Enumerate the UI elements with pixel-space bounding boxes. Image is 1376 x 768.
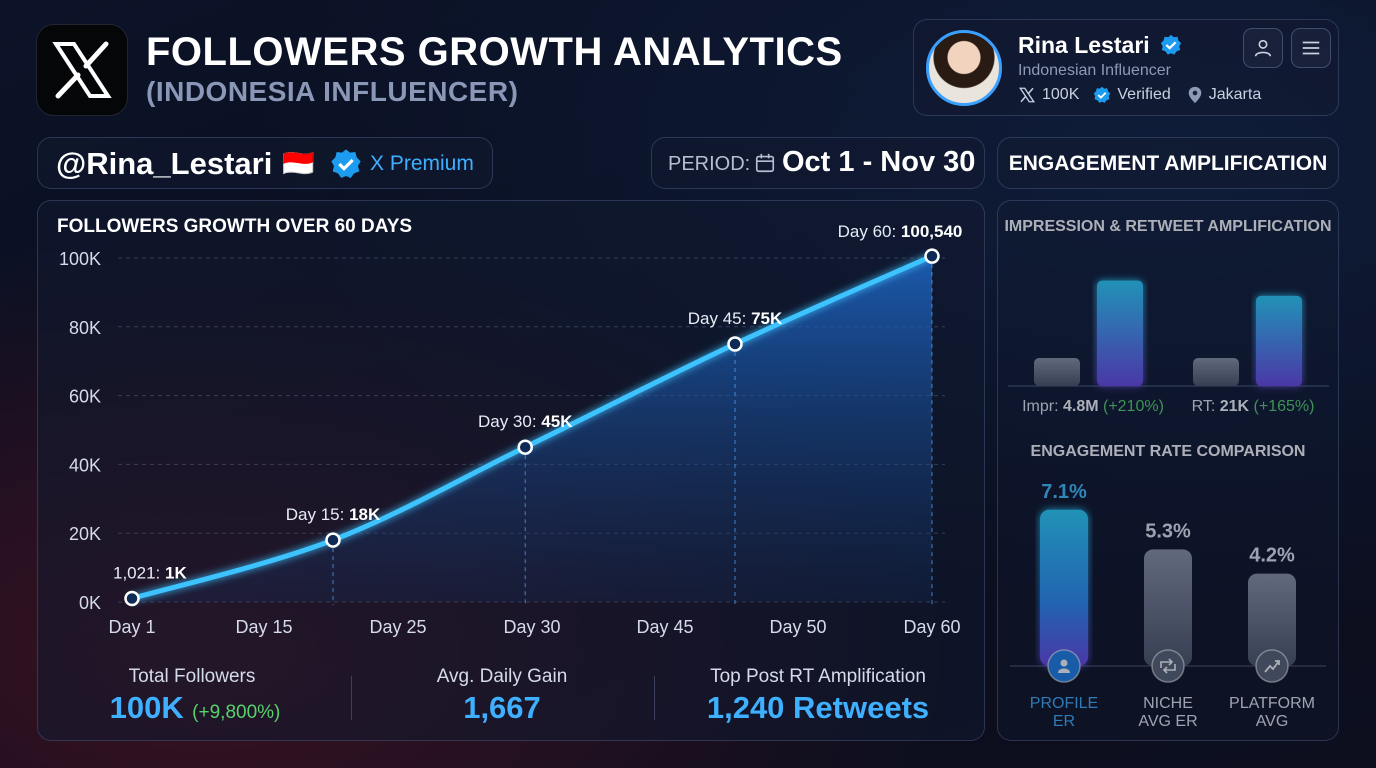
period-value: Oct 1 - Nov 30 <box>782 146 976 178</box>
data-point[interactable] <box>924 248 940 264</box>
profile-meta: 100K Verified Jakarta <box>1018 86 1261 104</box>
verified-small-icon <box>1094 86 1111 103</box>
profile-card: Rina Lestari Indonesian Influencer 100K … <box>913 19 1339 116</box>
x-tick-label: Day 50 <box>769 617 826 637</box>
user-icon-head <box>1060 659 1068 667</box>
data-point[interactable] <box>325 532 341 548</box>
er-chart-title: ENGAGEMENT RATE COMPARISON <box>1031 443 1306 460</box>
total-followers-value: 100K <box>109 690 184 725</box>
avatar[interactable] <box>926 30 1002 106</box>
profile-location: Jakarta <box>1208 86 1262 103</box>
x-small-icon <box>1018 87 1036 103</box>
followers-chart-title: FOLLOWERS GROWTH OVER 60 DAYS <box>57 216 412 237</box>
er-value-label: 5.3% <box>1145 520 1191 542</box>
er-category-label: NICHE <box>1143 695 1193 712</box>
x-tick-label: Day 15 <box>235 617 292 637</box>
top-post-value: 1,240 Retweets <box>706 690 930 725</box>
engagement-header: ENGAGEMENT AMPLIFICATION <box>997 137 1339 189</box>
page-title: FOLLOWERS GROWTH ANALYTICS <box>146 30 843 74</box>
er-value-label: 4.2% <box>1249 545 1295 567</box>
top-post-label: Top Post RT Amplification <box>710 666 926 687</box>
stat-divider <box>351 676 352 720</box>
retweet-icon-glyph <box>1160 658 1176 674</box>
y-tick-label: 0K <box>79 593 101 613</box>
er-bar <box>1248 573 1296 666</box>
amp-bar-label: Impr: 4.8M (+210%) <box>1022 398 1164 415</box>
engagement-panel <box>997 200 1339 741</box>
er-category-label: ER <box>1053 713 1075 730</box>
x-tick-label: Day 45 <box>636 617 693 637</box>
er-category-label: AVG ER <box>1138 713 1197 730</box>
er-category-label: PLATFORM <box>1229 695 1315 712</box>
x-logo[interactable] <box>36 24 128 116</box>
profile-name: Rina Lestari <box>1018 32 1150 58</box>
calendar-icon <box>755 153 775 173</box>
page-subtitle: (INDONESIA INFLUENCER) <box>146 76 519 107</box>
trend-icon <box>1255 649 1289 683</box>
data-point[interactable] <box>517 439 533 455</box>
location-pin-icon <box>1188 86 1202 104</box>
amp-bar-label: RT: 21K (+165%) <box>1192 398 1315 415</box>
current-bar <box>1097 280 1143 386</box>
er-bar <box>1040 509 1088 666</box>
x-tick-label: Day 25 <box>369 617 426 637</box>
er-bar <box>1144 549 1192 666</box>
total-followers-change: (+9,800%) <box>192 702 281 723</box>
total-followers-label: Total Followers <box>128 666 256 687</box>
data-label: Day 60: 100,540 <box>838 222 963 241</box>
period-label: PERIOD: <box>668 153 751 175</box>
data-label: Day 30: 45K <box>478 412 573 431</box>
x-tick-label: Day 30 <box>503 617 560 637</box>
profile-verified: Verified <box>1117 86 1171 103</box>
profile-followers: 100K <box>1042 86 1080 103</box>
data-point[interactable] <box>124 590 140 607</box>
user-icon-body <box>1058 668 1070 673</box>
er-category-label: AVG <box>1256 713 1289 730</box>
data-label: Day 15: 18K <box>286 505 381 524</box>
premium-label: X Premium <box>370 152 474 175</box>
er-value-label: 7.1% <box>1041 481 1087 503</box>
stat-divider <box>654 676 655 720</box>
y-tick-label: 40K <box>69 455 101 475</box>
total-followers-stat: 100K (+9,800%) <box>70 690 320 726</box>
engagement-title: ENGAGEMENT AMPLIFICATION <box>1008 152 1328 175</box>
period-selector[interactable]: PERIOD: Oct 1 - Nov 30 <box>651 137 985 189</box>
handle-card: @Rina_Lestari 🇮🇩 X Premium <box>37 137 493 189</box>
data-point[interactable] <box>727 336 743 352</box>
premium-badge-icon <box>331 149 361 178</box>
amplification-chart-title: IMPRESSION & RETWEET AMPLIFICATION <box>1004 218 1331 235</box>
username[interactable]: @Rina_Lestari <box>56 146 273 181</box>
y-tick-label: 100K <box>59 249 101 269</box>
y-tick-label: 20K <box>69 524 101 544</box>
x-tick-label: Day 60 <box>903 617 960 637</box>
baseline-bar <box>1034 358 1080 386</box>
country-flag: 🇮🇩 <box>282 148 315 178</box>
profile-role: Indonesian Influencer <box>1018 62 1171 79</box>
followers-area <box>132 256 932 602</box>
retweet-icon <box>1151 649 1185 683</box>
profile-button[interactable] <box>1243 28 1283 68</box>
x-tick-label: Day 1 <box>108 617 155 637</box>
hamburger-menu-icon <box>1302 41 1320 55</box>
avg-daily-gain-label: Avg. Daily Gain <box>436 666 568 687</box>
data-label: Day 45: 75K <box>688 309 783 328</box>
y-tick-label: 80K <box>69 318 101 338</box>
x-logo-icon <box>52 41 112 99</box>
current-bar <box>1256 295 1302 386</box>
data-label: 1,021: 1K <box>113 563 187 582</box>
user-icon <box>1254 39 1272 57</box>
er-category-label: PROFILE <box>1030 695 1098 712</box>
baseline-bar <box>1193 358 1239 386</box>
verified-badge-icon <box>1160 34 1182 55</box>
avg-daily-gain-value: 1,667 <box>463 690 541 725</box>
trend-icon-glyph <box>1264 660 1280 673</box>
y-tick-label: 60K <box>69 387 101 407</box>
profile-name-row: Rina Lestari <box>1018 32 1182 59</box>
menu-button[interactable] <box>1291 28 1331 68</box>
